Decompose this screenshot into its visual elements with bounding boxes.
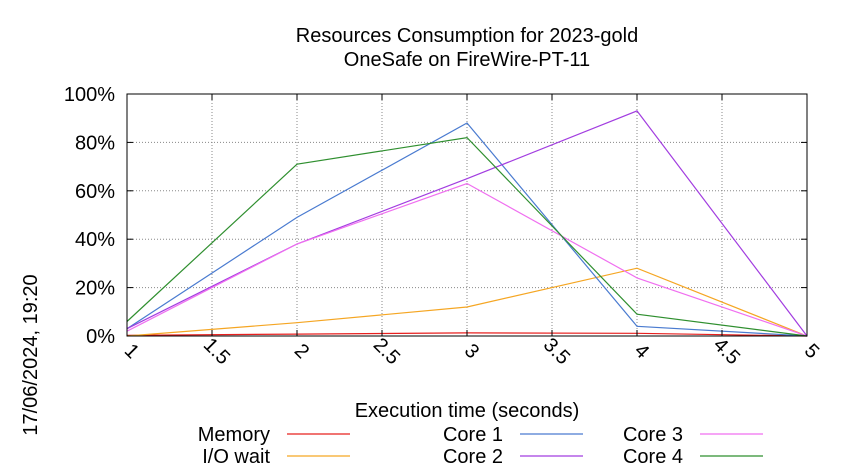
x-tick-label: 3.5 (539, 334, 574, 369)
legend-label-core-3: Core 3 (623, 424, 683, 446)
x-tick-label: 1.5 (199, 334, 234, 369)
y-tick-label: 20% (75, 278, 115, 300)
legend-label-core-1: Core 1 (443, 424, 503, 446)
series-line-i-o-wait (126, 267, 808, 337)
x-tick-label: 2.5 (369, 334, 404, 369)
x-tick-label: 2 (290, 340, 313, 363)
legend-label-core-4: Core 4 (623, 446, 683, 468)
y-tick-label: 0% (86, 326, 115, 348)
series-line-core-1 (126, 122, 808, 337)
chart-subtitle: OneSafe on FireWire-PT-11 (344, 49, 590, 71)
series-line-core-4 (126, 136, 808, 337)
x-tick-label: 4 (630, 340, 653, 363)
series-line-core-2 (126, 110, 808, 337)
y-tick-label: 100% (64, 84, 115, 106)
axis-ticks: 0% 20% 40% 60% 80% 100% 1 1.5 2 2.5 3 3.5 4 4.5 5 (64, 84, 823, 369)
x-axis-label: Execution time (seconds) (355, 400, 580, 422)
x-tick-label: 4.5 (709, 334, 744, 369)
x-tick-label: 5 (800, 340, 823, 363)
y-tick-label: 60% (75, 181, 115, 203)
chart-title: Resources Consumption for 2023-gold (296, 25, 638, 47)
x-tick-label: 3 (460, 340, 483, 363)
y-tick-label: 80% (75, 132, 115, 154)
legend-label-core-2: Core 2 (443, 446, 503, 468)
y-tick-label: 40% (75, 229, 115, 251)
timestamp-label: 17/06/2024, 19:20 (20, 274, 42, 435)
series-line-core-3 (126, 182, 808, 337)
x-tick-label: 1 (120, 340, 143, 363)
grid (127, 94, 807, 336)
legend-label-memory: Memory (198, 424, 270, 446)
legend-label-i-o-wait: I/O wait (202, 446, 270, 468)
